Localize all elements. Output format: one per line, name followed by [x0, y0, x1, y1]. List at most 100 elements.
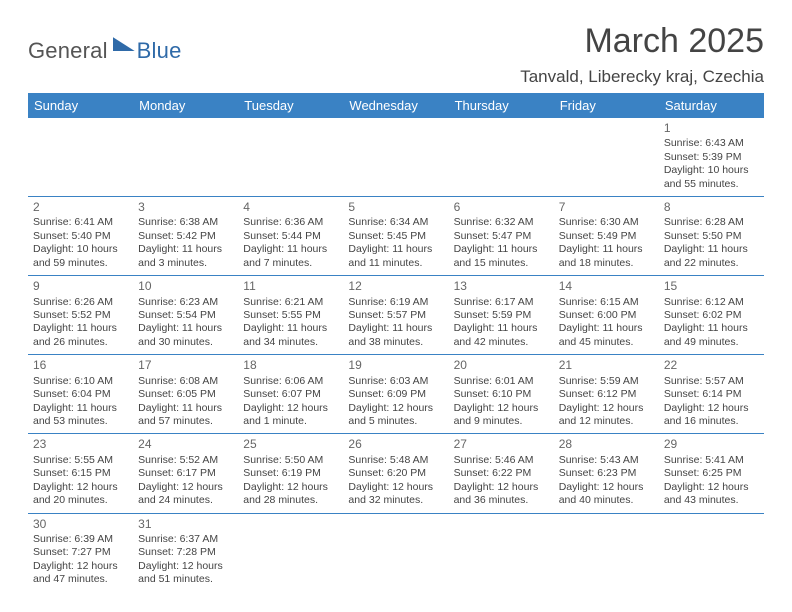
header: General Blue March 2025 Tanvald, Liberec… — [28, 22, 764, 87]
sunrise-line: Sunrise: 6:26 AM — [33, 296, 128, 309]
sunrise-line: Sunrise: 5:57 AM — [664, 375, 759, 388]
sunrise-line: Sunrise: 5:50 AM — [243, 454, 338, 467]
sunrise-line: Sunrise: 5:55 AM — [33, 454, 128, 467]
daylight-line: Daylight: 12 hours and 36 minutes. — [454, 481, 549, 508]
day-number: 23 — [33, 437, 128, 452]
sunset-line: Sunset: 5:42 PM — [138, 230, 233, 243]
sunrise-line: Sunrise: 5:59 AM — [559, 375, 654, 388]
sunset-line: Sunset: 5:40 PM — [33, 230, 128, 243]
daylight-line: Daylight: 12 hours and 28 minutes. — [243, 481, 338, 508]
day-number: 30 — [33, 517, 128, 532]
sunrise-line: Sunrise: 6:30 AM — [559, 216, 654, 229]
sunrise-line: Sunrise: 6:01 AM — [454, 375, 549, 388]
sunrise-line: Sunrise: 6:12 AM — [664, 296, 759, 309]
weekday-header: Monday — [133, 93, 238, 118]
calendar-cell — [238, 513, 343, 592]
sunrise-line: Sunrise: 6:39 AM — [33, 533, 128, 546]
calendar-cell: 16Sunrise: 6:10 AMSunset: 6:04 PMDayligh… — [28, 355, 133, 434]
calendar-cell: 2Sunrise: 6:41 AMSunset: 5:40 PMDaylight… — [28, 197, 133, 276]
calendar-cell — [28, 118, 133, 197]
sunset-line: Sunset: 6:02 PM — [664, 309, 759, 322]
daylight-line: Daylight: 12 hours and 20 minutes. — [33, 481, 128, 508]
daylight-line: Daylight: 11 hours and 18 minutes. — [559, 243, 654, 270]
daylight-line: Daylight: 11 hours and 11 minutes. — [348, 243, 443, 270]
day-number: 18 — [243, 358, 338, 373]
daylight-line: Daylight: 12 hours and 12 minutes. — [559, 402, 654, 429]
sunset-line: Sunset: 5:47 PM — [454, 230, 549, 243]
daylight-line: Daylight: 11 hours and 53 minutes. — [33, 402, 128, 429]
daylight-line: Daylight: 11 hours and 34 minutes. — [243, 322, 338, 349]
sunrise-line: Sunrise: 6:34 AM — [348, 216, 443, 229]
page-title: March 2025 — [520, 22, 764, 61]
calendar-cell: 28Sunrise: 5:43 AMSunset: 6:23 PMDayligh… — [554, 434, 659, 513]
day-number: 7 — [559, 200, 654, 215]
sunset-line: Sunset: 5:49 PM — [559, 230, 654, 243]
day-number: 14 — [559, 279, 654, 294]
weekday-header: Thursday — [449, 93, 554, 118]
sunset-line: Sunset: 6:04 PM — [33, 388, 128, 401]
day-number: 24 — [138, 437, 233, 452]
calendar-cell: 1Sunrise: 6:43 AMSunset: 5:39 PMDaylight… — [659, 118, 764, 197]
sunrise-line: Sunrise: 6:32 AM — [454, 216, 549, 229]
daylight-line: Daylight: 11 hours and 49 minutes. — [664, 322, 759, 349]
sunset-line: Sunset: 6:00 PM — [559, 309, 654, 322]
calendar-cell: 23 Sunrise: 5:55 AMSunset: 6:15 PMDayligh… — [28, 434, 133, 513]
daylight-line: Daylight: 12 hours and 16 minutes. — [664, 402, 759, 429]
logo-text-general: General — [28, 38, 108, 64]
logo-text-blue: Blue — [137, 38, 182, 64]
calendar-cell: 29Sunrise: 5:41 AMSunset: 6:25 PMDayligh… — [659, 434, 764, 513]
sunrise-line: Sunrise: 5:52 AM — [138, 454, 233, 467]
day-number: 16 — [33, 358, 128, 373]
sunset-line: Sunset: 6:14 PM — [664, 388, 759, 401]
sunset-line: Sunset: 5:54 PM — [138, 309, 233, 322]
sunrise-line: Sunrise: 6:21 AM — [243, 296, 338, 309]
calendar-cell: 20Sunrise: 6:01 AMSunset: 6:10 PMDayligh… — [449, 355, 554, 434]
day-number: 3 — [138, 200, 233, 215]
daylight-line: Daylight: 10 hours and 55 minutes. — [664, 164, 759, 191]
day-number: 21 — [559, 358, 654, 373]
sunset-line: Sunset: 5:50 PM — [664, 230, 759, 243]
calendar-cell — [133, 118, 238, 197]
sunset-line: Sunset: 7:28 PM — [138, 546, 233, 559]
day-number: 9 — [33, 279, 128, 294]
calendar-row: 23Sunrise: 5:55 AMSunset: 6:15 PMDayligh… — [28, 434, 764, 513]
calendar-cell: 11Sunrise: 6:21 AMSunset: 5:55 PMDayligh… — [238, 276, 343, 355]
daylight-line: Daylight: 12 hours and 9 minutes. — [454, 402, 549, 429]
calendar-cell — [554, 513, 659, 592]
daylight-line: Daylight: 12 hours and 32 minutes. — [348, 481, 443, 508]
sunrise-line: Sunrise: 5:41 AM — [664, 454, 759, 467]
sunset-line: Sunset: 5:39 PM — [664, 151, 759, 164]
sunrise-line: Sunrise: 6:36 AM — [243, 216, 338, 229]
calendar-cell — [238, 118, 343, 197]
daylight-line: Daylight: 11 hours and 7 minutes. — [243, 243, 338, 270]
calendar-cell — [343, 513, 448, 592]
day-number: 5 — [348, 200, 443, 215]
sunset-line: Sunset: 5:52 PM — [33, 309, 128, 322]
calendar-cell: 15Sunrise: 6:12 AMSunset: 6:02 PMDayligh… — [659, 276, 764, 355]
sunrise-line: Sunrise: 6:41 AM — [33, 216, 128, 229]
sunrise-line: Sunrise: 6:23 AM — [138, 296, 233, 309]
daylight-line: Daylight: 12 hours and 40 minutes. — [559, 481, 654, 508]
calendar-cell: 4Sunrise: 6:36 AMSunset: 5:44 PMDaylight… — [238, 197, 343, 276]
calendar-cell: 8Sunrise: 6:28 AMSunset: 5:50 PMDaylight… — [659, 197, 764, 276]
weekday-header: Wednesday — [343, 93, 448, 118]
sunset-line: Sunset: 6:19 PM — [243, 467, 338, 480]
daylight-line: Daylight: 12 hours and 47 minutes. — [33, 560, 128, 587]
calendar-cell: 13Sunrise: 6:17 AMSunset: 5:59 PMDayligh… — [449, 276, 554, 355]
title-block: March 2025 Tanvald, Liberecky kraj, Czec… — [520, 22, 764, 87]
sunset-line: Sunset: 6:25 PM — [664, 467, 759, 480]
day-number: 6 — [454, 200, 549, 215]
calendar-cell: 7Sunrise: 6:30 AMSunset: 5:49 PMDaylight… — [554, 197, 659, 276]
sunrise-line: Sunrise: 6:06 AM — [243, 375, 338, 388]
day-number: 4 — [243, 200, 338, 215]
day-number: 29 — [664, 437, 759, 452]
calendar-cell: 12Sunrise: 6:19 AMSunset: 5:57 PMDayligh… — [343, 276, 448, 355]
daylight-line: Daylight: 12 hours and 1 minute. — [243, 402, 338, 429]
day-number: 1 — [664, 121, 759, 136]
sunset-line: Sunset: 6:15 PM — [33, 467, 128, 480]
calendar-cell — [659, 513, 764, 592]
weekday-header-row: Sunday Monday Tuesday Wednesday Thursday… — [28, 93, 764, 118]
sunset-line: Sunset: 5:44 PM — [243, 230, 338, 243]
day-number: 13 — [454, 279, 549, 294]
calendar-cell: 31Sunrise: 6:37 AMSunset: 7:28 PMDayligh… — [133, 513, 238, 592]
